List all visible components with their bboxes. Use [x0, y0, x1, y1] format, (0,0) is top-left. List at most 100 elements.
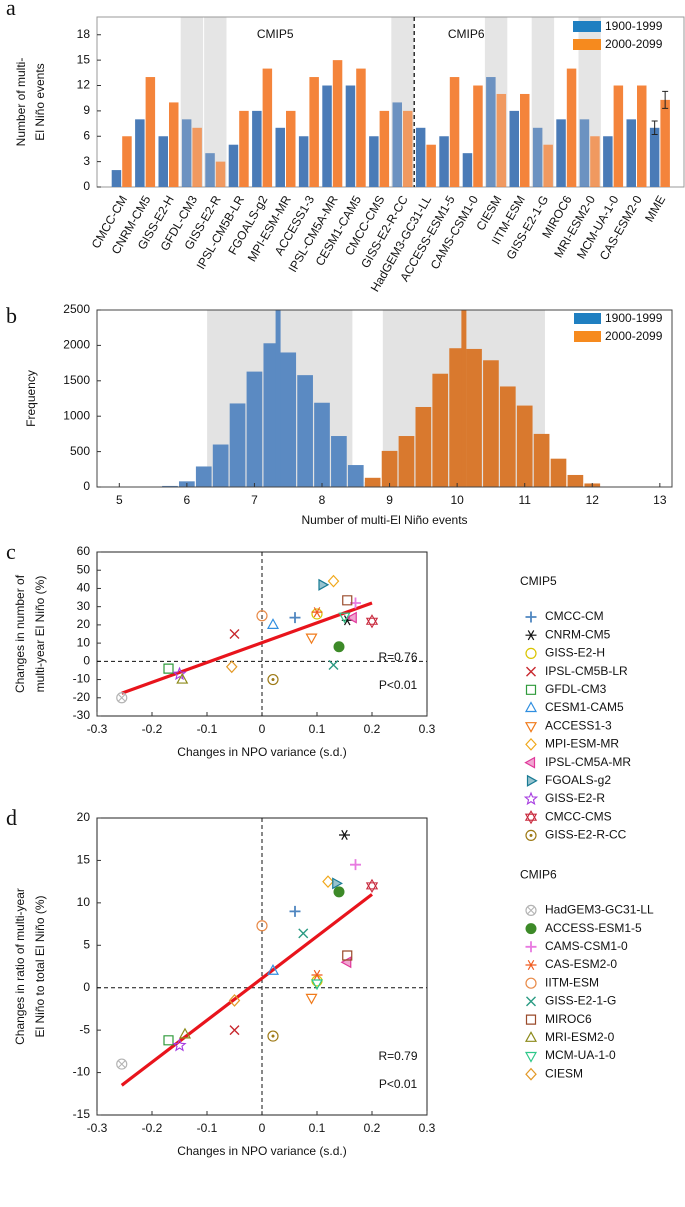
scatter-point — [116, 692, 128, 704]
bar — [145, 77, 156, 187]
marker-part — [318, 578, 330, 591]
x-tick-label: 0.1 — [309, 1121, 326, 1135]
scatter-point — [229, 629, 240, 639]
marker-part — [229, 629, 240, 639]
y-axis-label: Changes in ratio of multi-year — [13, 888, 27, 1045]
error-bar — [651, 120, 658, 136]
marker-part — [525, 923, 537, 935]
legend-marker — [525, 1067, 537, 1081]
legend-marker — [525, 611, 537, 623]
scatter-point — [311, 975, 323, 987]
marker-part — [524, 810, 538, 825]
legend-marker — [525, 959, 537, 971]
bar — [626, 119, 636, 187]
legend-label: CESM1-CAM5 — [545, 700, 624, 714]
annotation: R=0.79 — [378, 1049, 417, 1063]
legend-marker — [523, 791, 539, 806]
scatter-point — [318, 578, 330, 591]
x-tick-label: 12 — [586, 493, 600, 507]
legend-label: GISS-E2-R — [545, 791, 605, 805]
x-tick-label: MME — [642, 193, 668, 224]
y-tick-label: 5 — [83, 937, 90, 951]
x-tick-label: 11 — [518, 493, 531, 507]
y-tick-label: 6 — [83, 128, 90, 142]
bar — [345, 85, 356, 187]
histogram-bar — [432, 373, 449, 487]
marker-part — [523, 791, 539, 806]
bar — [603, 136, 613, 187]
scatter-point — [333, 886, 345, 898]
legend-label: CNRM-CM5 — [545, 627, 611, 641]
bar — [215, 161, 226, 187]
marker-part — [311, 975, 323, 987]
marker-part — [525, 904, 537, 917]
marker-part — [289, 905, 301, 917]
marker-part — [333, 886, 345, 898]
scatter-point — [311, 608, 323, 620]
marker-part — [342, 595, 353, 606]
scatter-point — [327, 574, 340, 588]
bar — [122, 136, 132, 187]
bar — [286, 110, 296, 187]
legend-label: IITM-ESM — [545, 975, 599, 989]
y-tick-label: 0 — [83, 479, 90, 493]
marker-part — [172, 1037, 187, 1052]
bar — [439, 136, 449, 187]
bar — [462, 153, 473, 187]
legend-swatch — [573, 21, 601, 32]
scatter-point — [350, 859, 361, 871]
x-axis-label: Number of multi-El Niño events — [301, 513, 467, 527]
panel-letter: b — [6, 303, 17, 328]
marker-part — [176, 672, 189, 684]
x-tick-label: 0.2 — [364, 1121, 381, 1135]
marker-part — [525, 630, 537, 641]
scatter-point — [172, 1037, 187, 1052]
y-tick-label: 1000 — [63, 408, 90, 422]
histogram-bar — [331, 436, 347, 487]
marker-part — [524, 756, 536, 769]
marker-part — [289, 612, 301, 624]
bar — [392, 102, 402, 187]
legend-marker — [525, 904, 537, 917]
group-label: CMIP6 — [448, 27, 485, 41]
marker-part — [271, 1034, 275, 1038]
y-tick-label: 3 — [83, 154, 90, 168]
marker-part — [267, 1030, 279, 1042]
histogram-bar — [280, 352, 297, 487]
marker-part — [267, 673, 279, 686]
legend-marker — [524, 701, 538, 713]
y-tick-label: 500 — [70, 444, 90, 458]
x-tick-label: 7 — [251, 493, 258, 507]
y-tick-label: 20 — [77, 810, 91, 824]
legend-swatch — [573, 39, 601, 50]
legend-marker — [526, 996, 536, 1007]
legend-marker — [525, 829, 537, 842]
bar — [369, 136, 379, 187]
legend-marker — [525, 738, 537, 751]
legend-label: 1900-1999 — [605, 19, 663, 33]
y-axis-label: multi-year El Niño (%) — [33, 576, 47, 693]
bar — [660, 99, 670, 187]
x-tick-label: 6 — [184, 493, 191, 507]
bar — [111, 170, 122, 187]
marker-part — [327, 574, 340, 588]
legend-group-title: CMIP6 — [520, 868, 557, 882]
histogram-bar — [499, 386, 516, 487]
legend-marker — [524, 722, 538, 733]
histogram-bar — [246, 371, 263, 487]
marker-part — [524, 701, 538, 713]
scatter-point — [229, 1025, 240, 1036]
bar — [426, 144, 436, 187]
marker-part — [305, 993, 318, 1005]
y-axis-label: El Niño to total El Niño (%) — [33, 895, 47, 1037]
histogram-bar — [415, 406, 432, 487]
marker-part — [298, 928, 309, 939]
legend-label: MPI-ESM-MR — [545, 737, 619, 751]
marker-part — [339, 829, 350, 841]
marker-part — [116, 692, 128, 704]
scatter-point — [342, 950, 353, 961]
marker-part — [525, 647, 537, 660]
y-tick-label: -20 — [73, 690, 91, 704]
bar — [262, 68, 273, 187]
histogram-bar — [466, 348, 482, 487]
